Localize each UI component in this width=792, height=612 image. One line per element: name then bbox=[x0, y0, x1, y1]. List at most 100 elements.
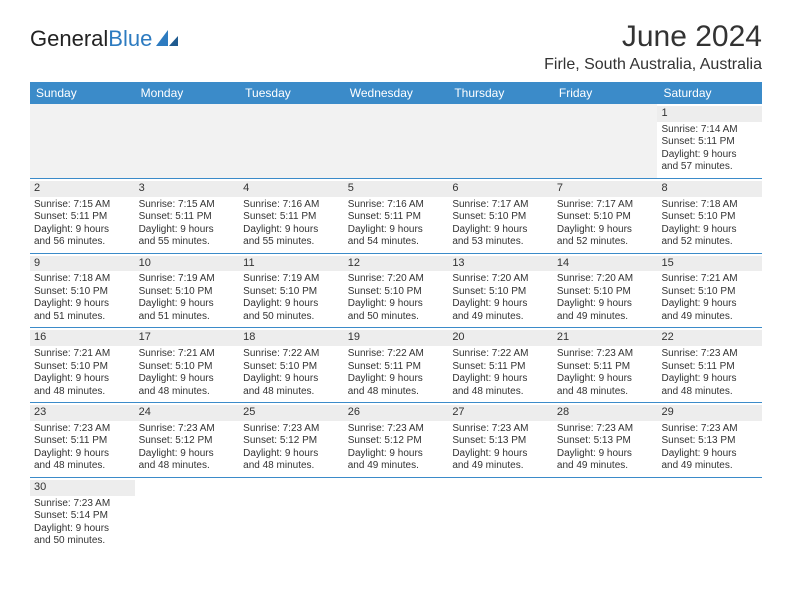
cell-d1: Daylight: 9 hours bbox=[243, 373, 340, 386]
calendar-cell: 22Sunrise: 7:23 AMSunset: 5:11 PMDayligh… bbox=[657, 328, 762, 402]
cell-d1: Daylight: 9 hours bbox=[34, 523, 131, 536]
cell-sunrise: Sunrise: 7:17 AM bbox=[557, 199, 654, 212]
day-header-row: Sunday Monday Tuesday Wednesday Thursday… bbox=[30, 82, 762, 104]
cell-sunrise: Sunrise: 7:23 AM bbox=[348, 423, 445, 436]
cell-d2: and 50 minutes. bbox=[348, 311, 445, 324]
cell-d2: and 51 minutes. bbox=[139, 311, 236, 324]
calendar-cell: 20Sunrise: 7:22 AMSunset: 5:11 PMDayligh… bbox=[448, 328, 553, 402]
cell-sunrise: Sunrise: 7:14 AM bbox=[661, 124, 758, 137]
calendar-cell: 24Sunrise: 7:23 AMSunset: 5:12 PMDayligh… bbox=[135, 403, 240, 477]
cell-d1: Daylight: 9 hours bbox=[243, 448, 340, 461]
cell-d2: and 57 minutes. bbox=[661, 161, 758, 174]
cell-sunset: Sunset: 5:10 PM bbox=[452, 211, 549, 224]
cell-d1: Daylight: 9 hours bbox=[34, 298, 131, 311]
cell-d2: and 55 minutes. bbox=[243, 236, 340, 249]
cell-sunset: Sunset: 5:10 PM bbox=[661, 211, 758, 224]
cell-sunset: Sunset: 5:12 PM bbox=[139, 435, 236, 448]
calendar-cell-blank bbox=[657, 478, 762, 552]
calendar-cell-blank bbox=[553, 478, 658, 552]
calendar-cell: 23Sunrise: 7:23 AMSunset: 5:11 PMDayligh… bbox=[30, 403, 135, 477]
cell-d2: and 50 minutes. bbox=[34, 535, 131, 548]
cell-sunrise: Sunrise: 7:23 AM bbox=[452, 423, 549, 436]
cell-d2: and 48 minutes. bbox=[34, 460, 131, 473]
cell-sunset: Sunset: 5:11 PM bbox=[139, 211, 236, 224]
calendar-cell: 28Sunrise: 7:23 AMSunset: 5:13 PMDayligh… bbox=[553, 403, 658, 477]
cell-sunrise: Sunrise: 7:23 AM bbox=[34, 498, 131, 511]
cell-sunset: Sunset: 5:11 PM bbox=[348, 361, 445, 374]
calendar-cell: 9Sunrise: 7:18 AMSunset: 5:10 PMDaylight… bbox=[30, 254, 135, 328]
weeks-container: 1Sunrise: 7:14 AMSunset: 5:11 PMDaylight… bbox=[30, 104, 762, 552]
calendar-cell: 15Sunrise: 7:21 AMSunset: 5:10 PMDayligh… bbox=[657, 254, 762, 328]
calendar-cell: 25Sunrise: 7:23 AMSunset: 5:12 PMDayligh… bbox=[239, 403, 344, 477]
cell-sunset: Sunset: 5:11 PM bbox=[661, 136, 758, 149]
logo: GeneralBlue bbox=[30, 26, 180, 52]
cell-sunset: Sunset: 5:10 PM bbox=[348, 286, 445, 299]
cell-d1: Daylight: 9 hours bbox=[557, 373, 654, 386]
cell-d1: Daylight: 9 hours bbox=[452, 448, 549, 461]
cell-d1: Daylight: 9 hours bbox=[348, 373, 445, 386]
cell-sunset: Sunset: 5:10 PM bbox=[452, 286, 549, 299]
day-number: 9 bbox=[30, 256, 135, 272]
cell-sunrise: Sunrise: 7:22 AM bbox=[452, 348, 549, 361]
day-number: 15 bbox=[657, 256, 762, 272]
calendar-cell: 19Sunrise: 7:22 AMSunset: 5:11 PMDayligh… bbox=[344, 328, 449, 402]
cell-d1: Daylight: 9 hours bbox=[661, 298, 758, 311]
week-row: 30Sunrise: 7:23 AMSunset: 5:14 PMDayligh… bbox=[30, 478, 762, 552]
calendar-cell: 8Sunrise: 7:18 AMSunset: 5:10 PMDaylight… bbox=[657, 179, 762, 253]
calendar-cell: 5Sunrise: 7:16 AMSunset: 5:11 PMDaylight… bbox=[344, 179, 449, 253]
day-number: 12 bbox=[344, 256, 449, 272]
day-number: 6 bbox=[448, 181, 553, 197]
cell-sunset: Sunset: 5:10 PM bbox=[661, 286, 758, 299]
cell-sunrise: Sunrise: 7:19 AM bbox=[243, 273, 340, 286]
cell-sunset: Sunset: 5:10 PM bbox=[557, 211, 654, 224]
cell-d2: and 49 minutes. bbox=[348, 460, 445, 473]
day-number: 16 bbox=[30, 330, 135, 346]
cell-d2: and 49 minutes. bbox=[452, 311, 549, 324]
cell-d1: Daylight: 9 hours bbox=[34, 224, 131, 237]
day-number: 1 bbox=[657, 106, 762, 122]
calendar-cell: 12Sunrise: 7:20 AMSunset: 5:10 PMDayligh… bbox=[344, 254, 449, 328]
calendar-cell: 10Sunrise: 7:19 AMSunset: 5:10 PMDayligh… bbox=[135, 254, 240, 328]
sail-icon bbox=[154, 28, 180, 48]
cell-d1: Daylight: 9 hours bbox=[661, 373, 758, 386]
cell-d1: Daylight: 9 hours bbox=[452, 224, 549, 237]
cell-d2: and 54 minutes. bbox=[348, 236, 445, 249]
day-header-tue: Tuesday bbox=[239, 82, 344, 104]
cell-sunset: Sunset: 5:11 PM bbox=[348, 211, 445, 224]
cell-d2: and 53 minutes. bbox=[452, 236, 549, 249]
week-row: 1 Sunrise: 7:14 AMSunset: 5:11 PMDaylight… bbox=[30, 104, 762, 179]
cell-d1: Daylight: 9 hours bbox=[348, 224, 445, 237]
day-header-wed: Wednesday bbox=[344, 82, 449, 104]
cell-sunset: Sunset: 5:10 PM bbox=[34, 361, 131, 374]
cell-d2: and 49 minutes. bbox=[661, 460, 758, 473]
day-number: 3 bbox=[135, 181, 240, 197]
month-title: June 2024 bbox=[544, 20, 762, 54]
day-number: 4 bbox=[239, 181, 344, 197]
cell-sunrise: Sunrise: 7:20 AM bbox=[348, 273, 445, 286]
day-header-fri: Friday bbox=[553, 82, 658, 104]
calendar-cell-blank bbox=[135, 104, 240, 178]
cell-sunrise: Sunrise: 7:20 AM bbox=[557, 273, 654, 286]
day-number: 13 bbox=[448, 256, 553, 272]
day-number: 23 bbox=[30, 405, 135, 421]
week-row: 16 Sunrise: 7:21 AMSunset: 5:10 PM Dayligh… bbox=[30, 328, 762, 403]
cell-d2: and 48 minutes. bbox=[139, 386, 236, 399]
cell-d1: Daylight: 9 hours bbox=[139, 448, 236, 461]
calendar-cell: 4Sunrise: 7:16 AMSunset: 5:11 PMDaylight… bbox=[239, 179, 344, 253]
cell-d2: and 48 minutes. bbox=[348, 386, 445, 399]
day-number: 22 bbox=[657, 330, 762, 346]
cell-d1: Daylight: 9 hours bbox=[661, 224, 758, 237]
cell-sunrise: Sunrise: 7:23 AM bbox=[661, 348, 758, 361]
cell-sunset: Sunset: 5:10 PM bbox=[557, 286, 654, 299]
cell-d1: Daylight: 9 hours bbox=[661, 149, 758, 162]
cell-sunrise: Sunrise: 7:23 AM bbox=[557, 423, 654, 436]
calendar-cell-blank bbox=[30, 104, 135, 178]
cell-d1: Daylight: 9 hours bbox=[243, 298, 340, 311]
cell-sunrise: Sunrise: 7:18 AM bbox=[34, 273, 131, 286]
cell-d2: and 48 minutes. bbox=[243, 386, 340, 399]
cell-sunrise: Sunrise: 7:21 AM bbox=[34, 348, 131, 361]
logo-text-a: General bbox=[30, 26, 108, 51]
cell-d2: and 56 minutes. bbox=[34, 236, 131, 249]
cell-sunrise: Sunrise: 7:23 AM bbox=[661, 423, 758, 436]
cell-sunrise: Sunrise: 7:15 AM bbox=[34, 199, 131, 212]
